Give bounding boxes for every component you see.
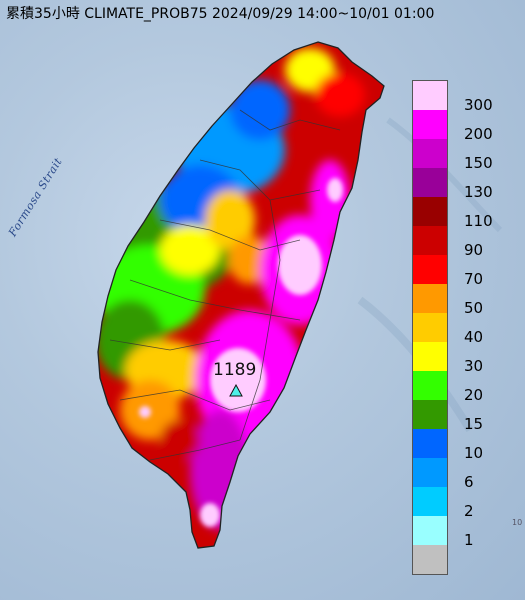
legend-color-bar	[412, 80, 448, 575]
max-rainfall-label: 1189	[213, 360, 257, 380]
legend-label-2: 150	[464, 153, 493, 172]
legend-swatch-0	[413, 81, 447, 110]
legend-swatch-2	[413, 139, 447, 168]
corner-text: 10	[512, 518, 523, 527]
island-outline	[97, 41, 385, 549]
legend-label-0: 300	[464, 95, 493, 114]
legend-label-14: 2	[464, 501, 474, 520]
legend-swatch-7	[413, 284, 447, 313]
legend-swatch-6	[413, 255, 447, 284]
rainfall-field	[98, 42, 384, 548]
map-title: 累積35小時 CLIMATE_PROB75 2024/09/29 14:00~1…	[6, 6, 435, 22]
legend-swatch-3	[413, 168, 447, 197]
legend-swatch-15	[413, 516, 447, 545]
legend-swatch-1	[413, 110, 447, 139]
legend-swatch-14	[413, 487, 447, 516]
legend-swatch-16	[413, 545, 447, 574]
legend-swatch-11	[413, 400, 447, 429]
legend-swatch-10	[413, 371, 447, 400]
legend-label-10: 20	[464, 385, 484, 404]
legend-swatch-9	[413, 342, 447, 371]
legend-label-11: 15	[464, 414, 484, 433]
legend-swatch-13	[413, 458, 447, 487]
triangle-icon	[229, 384, 243, 397]
legend-swatch-4	[413, 197, 447, 226]
legend-label-15: 1	[464, 530, 474, 549]
legend-label-8: 40	[464, 327, 484, 346]
county-boundaries	[109, 109, 341, 461]
legend-label-6: 70	[464, 269, 484, 288]
legend-label-1: 200	[464, 124, 493, 143]
legend-label-4: 110	[464, 211, 493, 230]
legend-swatch-12	[413, 429, 447, 458]
legend-label-7: 50	[464, 298, 484, 317]
legend-label-5: 90	[464, 240, 484, 259]
legend-label-3: 130	[464, 182, 493, 201]
legend-swatch-5	[413, 226, 447, 255]
legend-label-12: 10	[464, 443, 484, 462]
legend-label-13: 6	[464, 472, 474, 491]
legend-swatch-8	[413, 313, 447, 342]
legend-label-9: 30	[464, 356, 484, 375]
